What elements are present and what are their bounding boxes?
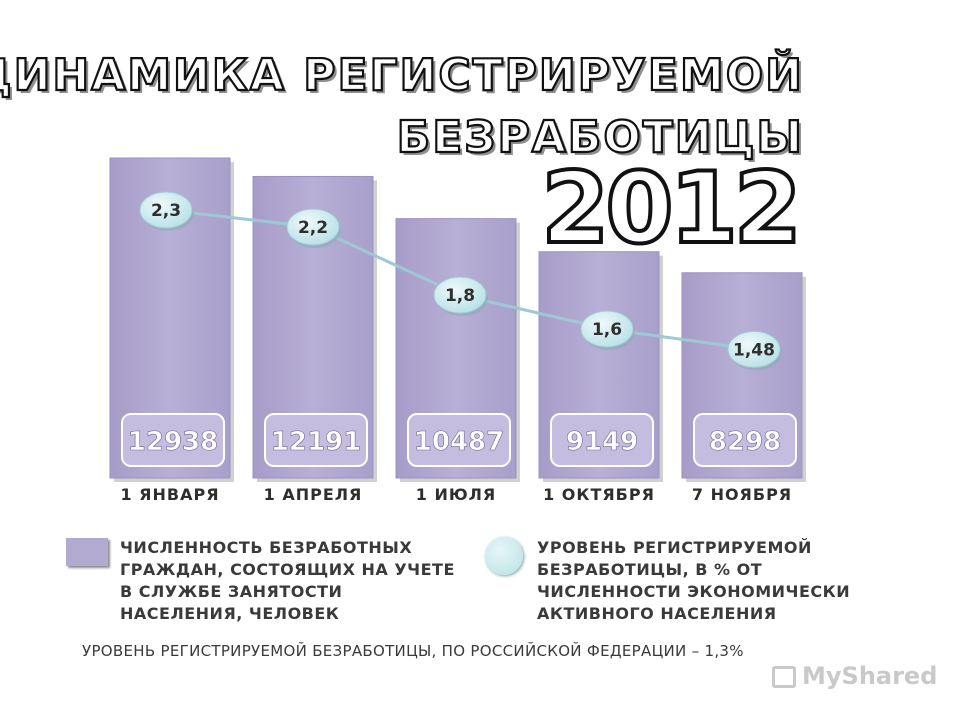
x-tick-label: 1 ОКТЯБРЯ [543,485,655,504]
legend-dot-label: УРОВЕНЬ РЕГИСТРИРУЕМОЙ БЕЗРАБОТИЦЫ, В % … [537,538,851,623]
legend-dot-swatch [485,537,523,575]
bar-value-label: 12191 [271,427,361,457]
bar-value-box [550,413,654,467]
point-value-label: 2,2 [298,218,328,238]
legend-bar-label: ЧИСЛЕННОСТЬ БЕЗРАБОТНЫХ ГРАЖДАН, СОСТОЯЩ… [120,538,455,623]
x-tick-label: 1 ЯНВАРЯ [120,485,219,504]
data-point [580,310,634,348]
data-point [433,276,487,314]
chart: 12938 12191 10487 9149 8298 2,3 2,2 1,8 1,6 1,48… [109,157,806,504]
bar-value-box [121,413,225,467]
bar-value-label: 10487 [414,427,504,457]
chart-title-line2: БЕЗРАБОТИЦЫ [396,111,804,164]
bar-value-label: 9149 [566,427,638,457]
point-value-label: 2,3 [151,201,181,221]
bar-value-box [693,413,797,467]
watermark-text: MyShared [802,662,938,690]
bar-value-label: 8298 [709,427,781,457]
data-point [139,191,193,229]
watermark: MyShared [772,662,937,690]
myshared-logo-icon [772,666,796,688]
point-value-label: 1,8 [445,286,475,306]
data-point [727,330,781,368]
legend-bar-swatch [66,538,108,566]
bar-value-box [407,413,511,467]
bar-value-label: 12938 [128,427,218,457]
x-tick-label: 7 НОЯБРЯ [692,485,792,504]
footnote: УРОВЕНЬ РЕГИСТРИРУЕМОЙ БЕЗРАБОТИЦЫ, ПО Р… [82,642,744,660]
point-value-label: 1,48 [733,340,775,360]
x-tick-label: 1 АПРЕЛЯ [264,485,363,504]
point-value-label: 1,6 [592,320,622,340]
bar-value-box [264,413,368,467]
chart-title-line1: ДИНАМИКА РЕГИСТРИРУЕМОЙ [0,49,804,102]
x-tick-label: 1 ИЮЛЯ [416,485,496,504]
data-point [286,208,340,246]
year-heading: 2012 [539,152,804,266]
